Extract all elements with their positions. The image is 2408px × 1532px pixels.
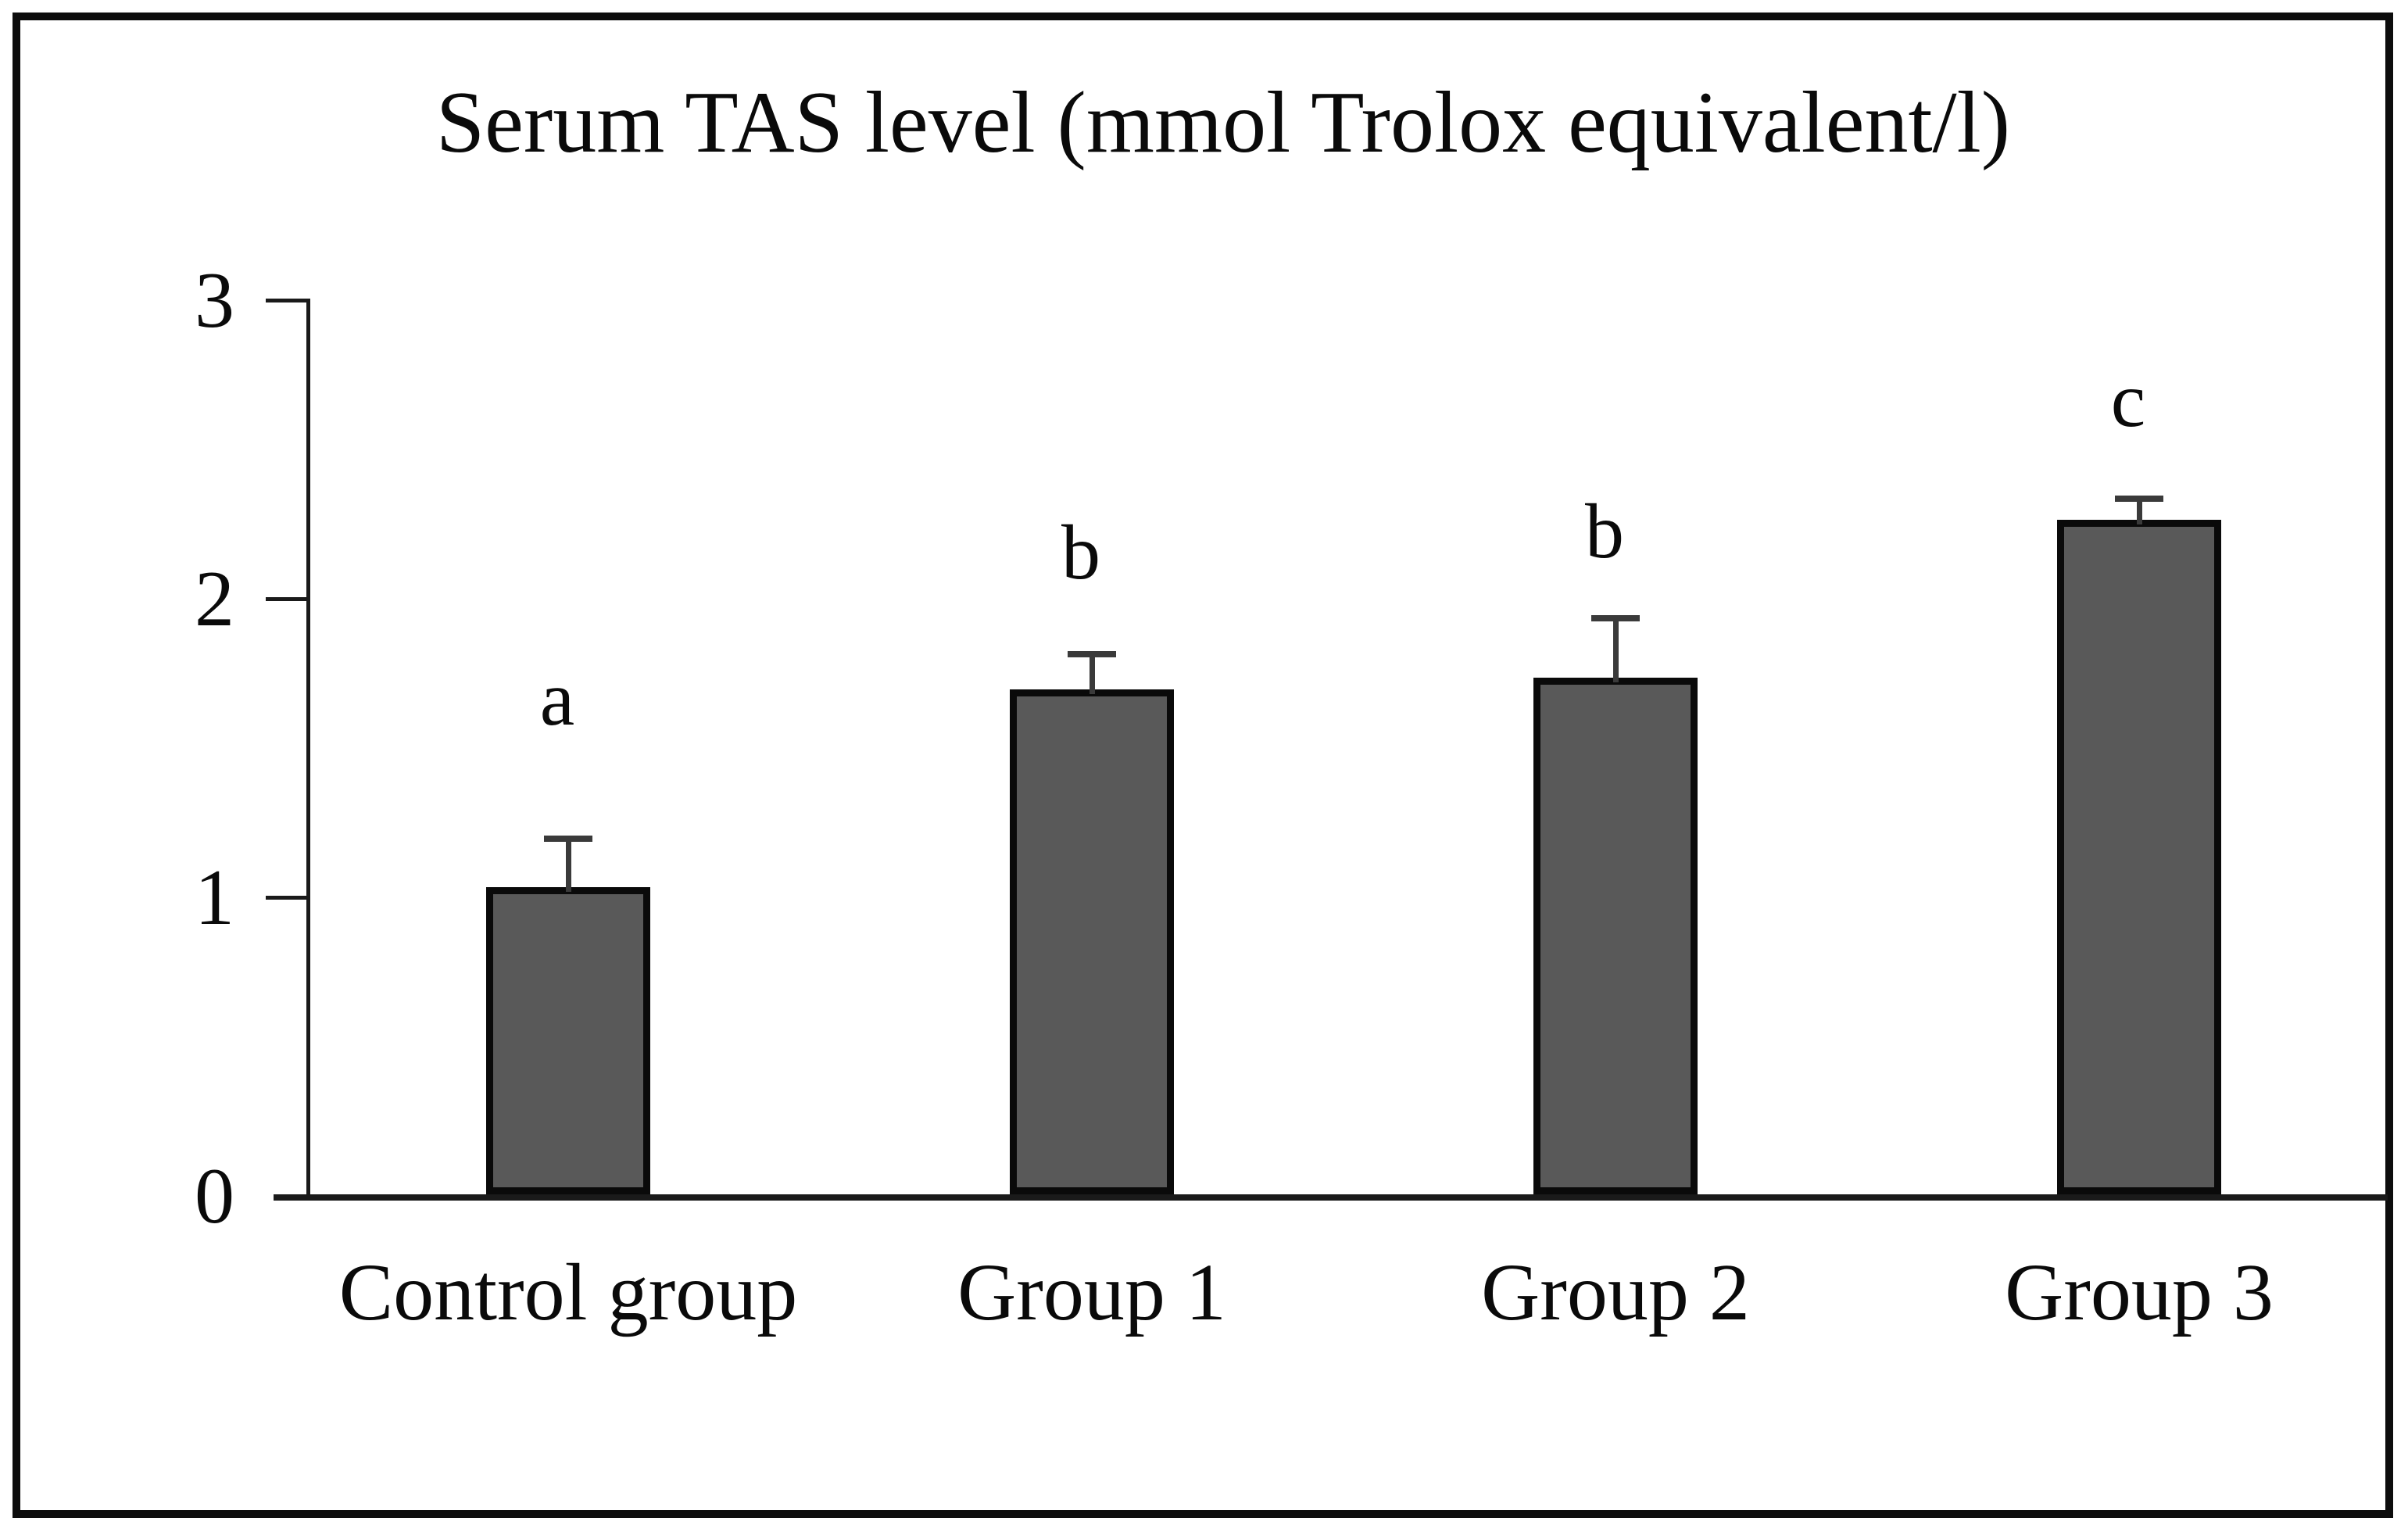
category-label: Group 3 <box>2005 1247 2274 1337</box>
error-bar-whisker <box>565 839 571 892</box>
y-axis-tick-label: 3 <box>195 256 234 345</box>
category-label: Control group <box>338 1247 798 1337</box>
error-bar-whisker <box>1612 617 1619 683</box>
significance-letter: b <box>1585 487 1624 574</box>
y-axis-tick <box>266 299 306 302</box>
bar <box>486 886 650 1194</box>
category-label: Group 1 <box>957 1247 1226 1337</box>
y-axis-tick-label: 0 <box>195 1152 234 1240</box>
bar <box>1533 678 1698 1194</box>
error-bar-whisker <box>1089 653 1095 695</box>
category-label: Group 2 <box>1481 1247 1750 1337</box>
y-axis-tick <box>266 896 306 900</box>
error-bar-whisker <box>2136 498 2142 524</box>
x-axis-line <box>274 1194 2388 1201</box>
y-axis-tick <box>266 597 306 601</box>
chart-title: Serum TAS level (mmol Trolox equivalent/… <box>435 74 2011 171</box>
bar <box>2057 519 2221 1194</box>
error-bar-cap <box>2115 495 2163 502</box>
significance-letter: c <box>2110 356 2146 443</box>
y-axis-tick-label: 1 <box>195 854 234 942</box>
y-axis-line <box>306 299 310 1201</box>
error-bar-cap <box>1068 650 1116 657</box>
error-bar-cap <box>544 836 592 843</box>
significance-letter: b <box>1061 508 1100 596</box>
error-bar-cap <box>1591 614 1640 621</box>
figure-border <box>13 13 2393 1518</box>
bar <box>1010 689 1174 1194</box>
significance-letter: a <box>539 654 575 742</box>
y-axis-tick-label: 2 <box>195 555 234 643</box>
